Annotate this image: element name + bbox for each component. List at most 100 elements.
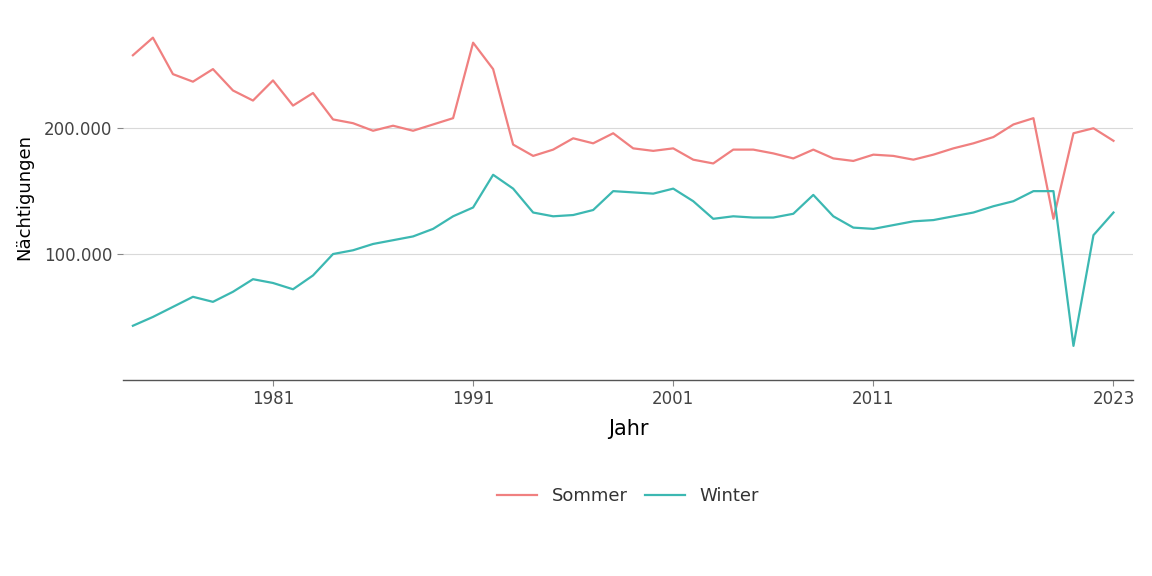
Winter: [806, 191, 820, 198]
Winter: [306, 272, 320, 279]
Winter: [687, 198, 700, 204]
Winter: [526, 209, 540, 216]
Winter: [1086, 232, 1100, 238]
Sommer: [646, 147, 660, 154]
Sommer: [146, 34, 160, 41]
Sommer: [407, 127, 420, 134]
Sommer: [446, 115, 460, 122]
Winter: [446, 213, 460, 220]
Winter: [666, 185, 680, 192]
Sommer: [126, 52, 139, 59]
Winter: [426, 225, 440, 232]
Winter: [126, 323, 139, 329]
Winter: [1107, 209, 1121, 216]
Winter: [1007, 198, 1021, 204]
Sommer: [947, 145, 961, 152]
Winter: [346, 247, 359, 253]
Winter: [646, 190, 660, 197]
Line: Sommer: Sommer: [132, 37, 1114, 219]
Winter: [866, 225, 880, 232]
Sommer: [1046, 215, 1060, 222]
Sommer: [866, 151, 880, 158]
Sommer: [206, 66, 220, 73]
Sommer: [346, 120, 359, 127]
Winter: [286, 286, 300, 293]
Sommer: [886, 153, 900, 160]
Winter: [746, 214, 760, 221]
Winter: [907, 218, 920, 225]
Sommer: [806, 146, 820, 153]
Winter: [247, 276, 260, 283]
Winter: [847, 224, 861, 231]
Sommer: [967, 140, 980, 147]
Sommer: [986, 134, 1000, 141]
Winter: [386, 237, 400, 244]
Winter: [146, 313, 160, 320]
Sommer: [247, 97, 260, 104]
Sommer: [1086, 125, 1100, 132]
Sommer: [386, 122, 400, 129]
Winter: [886, 222, 900, 229]
Winter: [506, 185, 520, 192]
Sommer: [666, 145, 680, 152]
Sommer: [506, 141, 520, 148]
Sommer: [746, 146, 760, 153]
Winter: [986, 203, 1000, 210]
Winter: [787, 210, 801, 217]
Sommer: [526, 153, 540, 160]
Sommer: [1026, 115, 1040, 122]
Winter: [226, 289, 240, 295]
Sommer: [766, 150, 780, 157]
Sommer: [266, 77, 280, 84]
Winter: [185, 293, 199, 300]
Winter: [407, 233, 420, 240]
Sommer: [727, 146, 741, 153]
Sommer: [226, 87, 240, 94]
Sommer: [486, 66, 500, 73]
Sommer: [826, 155, 840, 162]
Sommer: [586, 140, 600, 147]
Sommer: [426, 121, 440, 128]
Winter: [266, 279, 280, 286]
Winter: [1067, 342, 1081, 349]
Winter: [706, 215, 720, 222]
Sommer: [847, 157, 861, 164]
Sommer: [926, 151, 940, 158]
Sommer: [627, 145, 641, 152]
Winter: [486, 171, 500, 178]
X-axis label: Jahr: Jahr: [608, 419, 649, 439]
Legend: Sommer, Winter: Sommer, Winter: [490, 480, 766, 513]
Sommer: [1107, 137, 1121, 144]
Line: Winter: Winter: [132, 175, 1114, 346]
Sommer: [366, 127, 380, 134]
Sommer: [687, 156, 700, 163]
Winter: [467, 204, 480, 211]
Sommer: [185, 78, 199, 85]
Winter: [546, 213, 560, 220]
Winter: [947, 213, 961, 220]
Winter: [627, 189, 641, 196]
Winter: [967, 209, 980, 216]
Winter: [1046, 188, 1060, 195]
Sommer: [706, 160, 720, 167]
Winter: [606, 188, 620, 195]
Sommer: [606, 130, 620, 137]
Winter: [766, 214, 780, 221]
Sommer: [1007, 121, 1021, 128]
Sommer: [306, 89, 320, 96]
Winter: [926, 217, 940, 223]
Winter: [366, 241, 380, 248]
Y-axis label: Nächtigungen: Nächtigungen: [15, 134, 33, 260]
Winter: [1026, 188, 1040, 195]
Sommer: [907, 156, 920, 163]
Sommer: [166, 71, 180, 78]
Winter: [826, 213, 840, 220]
Sommer: [286, 102, 300, 109]
Winter: [326, 251, 340, 257]
Sommer: [1067, 130, 1081, 137]
Winter: [567, 211, 581, 218]
Sommer: [326, 116, 340, 123]
Sommer: [567, 135, 581, 142]
Winter: [166, 304, 180, 310]
Sommer: [787, 155, 801, 162]
